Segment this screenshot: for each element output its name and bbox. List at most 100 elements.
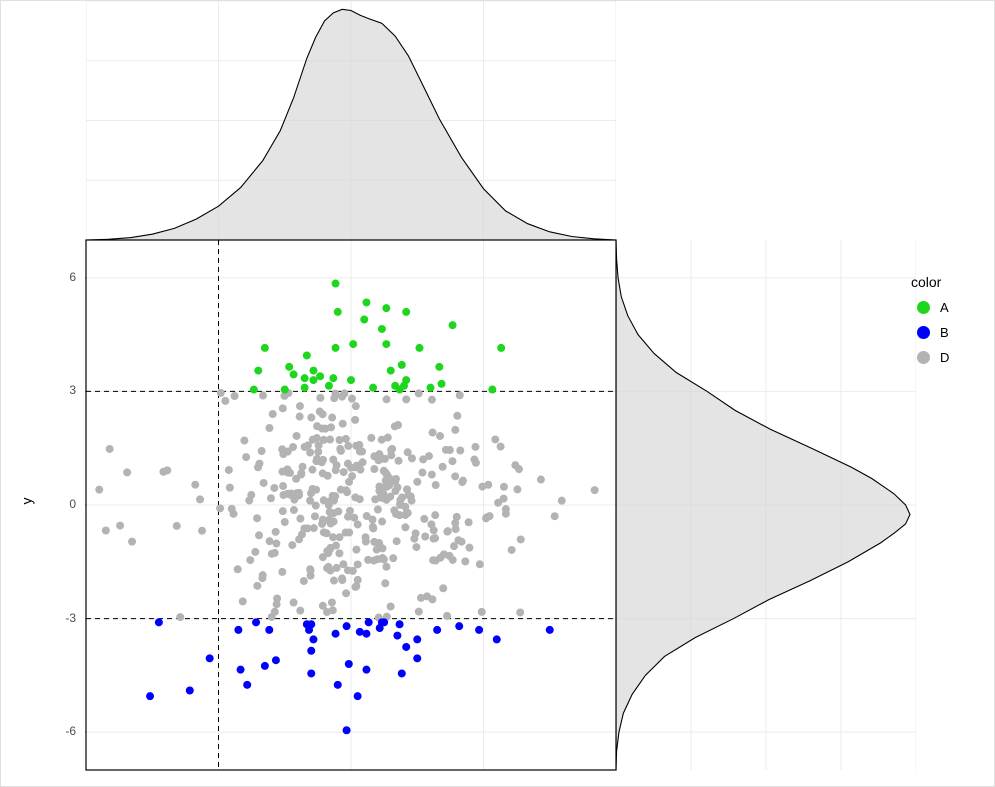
point-d <box>390 506 398 514</box>
point-d <box>278 445 286 453</box>
point-b <box>243 681 251 689</box>
point-d <box>198 527 206 535</box>
point-d <box>415 608 423 616</box>
point-b <box>493 635 501 643</box>
point-b <box>309 635 317 643</box>
point-d <box>339 420 347 428</box>
point-d <box>318 520 326 528</box>
right-density-panel <box>616 240 916 770</box>
point-d <box>401 523 409 531</box>
point-d <box>226 484 234 492</box>
y-tick-label: 6 <box>69 270 76 284</box>
point-a <box>497 344 505 352</box>
point-b <box>413 654 421 662</box>
point-d <box>420 515 428 523</box>
point-d <box>465 544 473 552</box>
point-d <box>382 563 390 571</box>
point-d <box>330 577 338 585</box>
point-a <box>387 367 395 375</box>
point-d <box>461 557 469 565</box>
point-a <box>301 384 309 392</box>
point-d <box>221 397 229 405</box>
point-d <box>446 552 454 560</box>
point-a <box>303 351 311 359</box>
point-d <box>245 496 253 504</box>
point-a <box>438 380 446 388</box>
legend-dot-icon <box>917 326 930 339</box>
point-a <box>281 386 289 394</box>
point-d <box>384 434 392 442</box>
point-d <box>401 511 409 519</box>
point-d <box>558 497 566 505</box>
point-d <box>369 523 377 531</box>
point-d <box>412 529 420 537</box>
point-d <box>439 584 447 592</box>
point-d <box>300 524 308 532</box>
point-d <box>458 538 466 546</box>
point-d <box>370 452 378 460</box>
point-d <box>387 446 395 454</box>
point-d <box>102 526 110 534</box>
point-b <box>265 626 273 634</box>
point-b <box>343 726 351 734</box>
point-d <box>268 550 276 558</box>
point-d <box>319 553 327 561</box>
point-d <box>239 597 247 605</box>
point-d <box>352 442 360 450</box>
point-d <box>453 412 461 420</box>
legend-label: D <box>940 350 949 365</box>
point-d <box>389 554 397 562</box>
point-d <box>451 472 459 480</box>
point-d <box>270 484 278 492</box>
point-d <box>191 481 199 489</box>
point-d <box>497 443 505 451</box>
point-a <box>301 374 309 382</box>
point-b <box>307 669 315 677</box>
point-d <box>254 463 262 471</box>
point-a <box>334 308 342 316</box>
point-a <box>360 316 368 324</box>
point-d <box>431 511 439 519</box>
point-d <box>427 520 435 528</box>
point-d <box>269 410 277 418</box>
point-d <box>458 478 466 486</box>
point-b <box>332 630 340 638</box>
point-d <box>395 457 403 465</box>
point-d <box>364 556 372 564</box>
point-a <box>250 386 258 394</box>
point-d <box>412 543 420 551</box>
scatter-panel <box>85 239 617 771</box>
point-d <box>470 456 478 464</box>
point-d <box>356 495 364 503</box>
point-b <box>206 654 214 662</box>
point-d <box>225 466 233 474</box>
point-d <box>502 505 510 513</box>
point-d <box>515 465 523 473</box>
point-b <box>237 666 245 674</box>
point-d <box>338 393 346 401</box>
point-a <box>325 382 333 390</box>
point-d <box>392 475 400 483</box>
point-d <box>326 508 334 516</box>
point-d <box>159 468 167 476</box>
point-a <box>290 370 298 378</box>
legend-label: A <box>940 300 949 315</box>
point-d <box>242 453 250 461</box>
point-d <box>428 595 436 603</box>
right-density-curve <box>616 240 910 770</box>
point-a <box>349 340 357 348</box>
point-d <box>381 579 389 587</box>
point-d <box>272 528 280 536</box>
point-d <box>448 457 456 465</box>
point-d <box>296 402 304 410</box>
point-d <box>405 491 413 499</box>
point-d <box>116 522 124 530</box>
point-d <box>418 469 426 477</box>
point-d <box>310 524 318 532</box>
point-d <box>513 485 521 493</box>
point-d <box>325 501 333 509</box>
point-d <box>173 522 181 530</box>
point-d <box>253 582 261 590</box>
point-d <box>216 504 224 512</box>
point-d <box>436 432 444 440</box>
